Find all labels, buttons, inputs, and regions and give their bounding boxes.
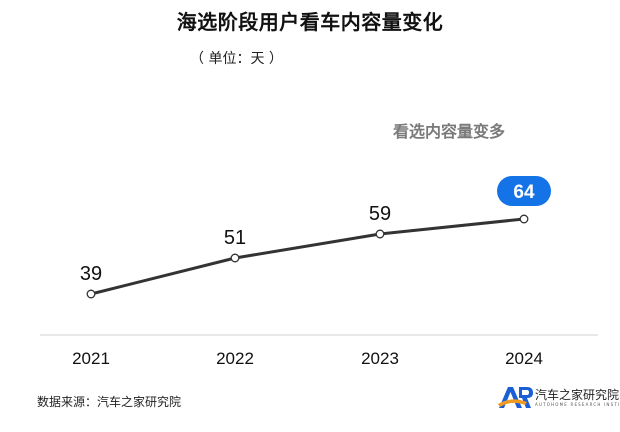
logo: 汽车之家研究院 AUTOHOME RESEARCH INSTITUTE [497,384,620,414]
data-label: 39 [80,263,102,285]
data-point [86,289,96,299]
logo-text: 汽车之家研究院 [535,388,620,402]
data-label-highlight: 64 [513,182,535,203]
unit-label: （ 单位：天 ） [190,51,283,67]
series-line [90,217,525,296]
highlight-badge [497,176,551,206]
logo-subtext: AUTOHOME RESEARCH INSTITUTE [535,402,620,407]
data-point [519,214,529,224]
ar-logo-icon [498,387,533,408]
x-tick-label: 2022 [216,349,254,368]
data-point [375,229,385,239]
x-tick-label: 2024 [505,349,543,368]
x-tick-label: 2021 [72,349,110,368]
trend-annotation: 看选内容量变多 [393,122,506,141]
data-label: 59 [369,203,391,225]
x-tick-label: 2023 [361,349,399,368]
chart-title: 海选阶段用户看车内容量变化 [176,10,444,34]
data-label: 51 [224,227,246,249]
data-source: 数据来源：汽车之家研究院 [37,395,182,409]
data-point [230,253,240,263]
